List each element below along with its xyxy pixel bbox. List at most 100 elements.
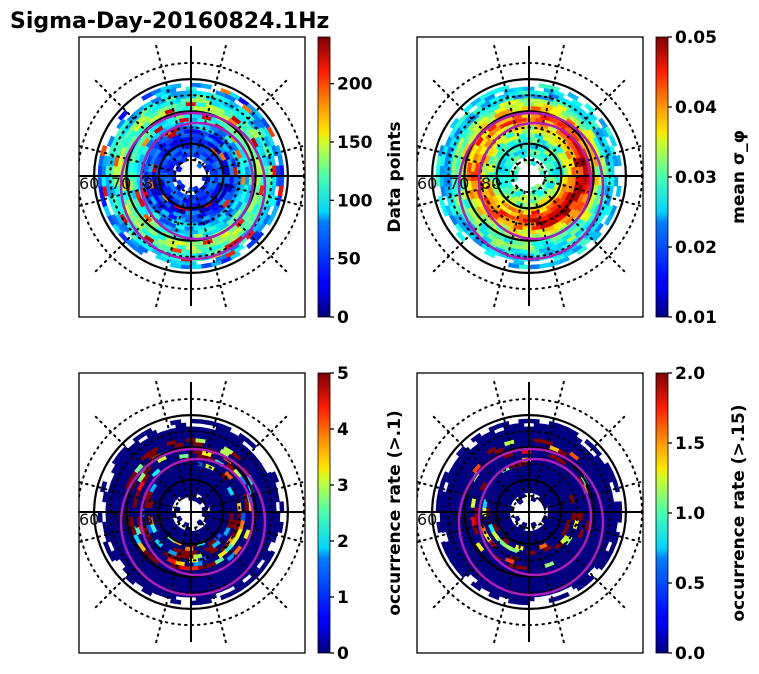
lat-label: 70 [111, 174, 131, 193]
dotted-mlt-spoke [532, 379, 566, 498]
auroral-oval-inner [139, 457, 255, 577]
dotted-mlt-spoke [492, 526, 526, 645]
auroral-oval-outer [457, 447, 605, 597]
dotted-mlt-spoke [532, 190, 566, 309]
auroral-oval-inner [477, 121, 593, 241]
dotted-mlt-spoke [194, 190, 228, 309]
dotted-mlt-spoke [201, 79, 288, 166]
dotted-mlt-spoke [94, 186, 181, 273]
plot-area: 60 70 80 [79, 379, 305, 645]
heatmap-bin [102, 205, 112, 217]
dotted-mlt-spoke [432, 79, 519, 166]
plot-area: 60 70 80 [79, 43, 305, 309]
axes-frame [78, 372, 306, 654]
colorbar-label: Data points [385, 121, 405, 232]
colorbar-tick-label: 0 [337, 644, 349, 664]
dotted-mlt-spoke [201, 415, 288, 502]
dotted-mlt-spoke [539, 522, 626, 609]
colorbar-tick-label: 1 [337, 588, 349, 608]
dotted-mlt-spoke [539, 186, 626, 273]
heatmap-bin [615, 185, 622, 198]
colorbar-tick-label: 2.0 [675, 364, 705, 384]
heatmap-bin [513, 515, 521, 523]
colorbar-tick-label: 200 [337, 75, 373, 95]
heatmap-bin [528, 264, 540, 270]
dotted-mlt-spoke [201, 522, 288, 609]
axes-frame [416, 36, 644, 318]
dotted-mlt-spoke [532, 43, 566, 162]
heatmap-bin [175, 515, 183, 523]
lat-label: 60 [79, 174, 99, 193]
heatmap-bin [437, 480, 446, 493]
colorbar-tick-label: 0.02 [675, 238, 717, 258]
heatmap-bin [470, 581, 483, 592]
heatmap-bin [99, 480, 108, 493]
heatmap-bin [608, 541, 618, 553]
dotted-mlt-spoke [194, 379, 228, 498]
lat-label: 60 [417, 174, 437, 193]
lat-label: 70 [111, 510, 131, 529]
dotted-mlt-spoke [539, 415, 626, 502]
dotted-mlt-spoke [539, 79, 626, 166]
heatmap-bin [437, 195, 446, 208]
dotted-mlt-spoke [205, 480, 305, 509]
lat-label: 60 [79, 510, 99, 529]
heatmap-bin [277, 154, 284, 167]
dotted-mlt-spoke [154, 526, 188, 645]
heatmap-bin [182, 521, 190, 528]
heatmap-bin [530, 160, 538, 167]
axes-frame [78, 36, 306, 318]
colorbar-gradient [317, 372, 331, 654]
dotted-mlt-spoke [543, 144, 643, 173]
colorbar-label: mean σ_φ [729, 130, 749, 224]
lat-label: 70 [449, 174, 469, 193]
heatmap-bin [200, 83, 213, 90]
auroral-oval-outer [119, 111, 267, 261]
heatmap-bin [612, 480, 621, 493]
heatmap-bin [141, 91, 153, 101]
axes-frame [416, 372, 644, 654]
heatmap-bin [440, 541, 450, 553]
panel-3: 60 70 80 0 1 2 3 4 5 occurrence rate (>.1) [78, 364, 405, 664]
lat-label: 60 [417, 510, 437, 529]
heatmap-bin [270, 205, 280, 217]
auroral-oval-outer [457, 111, 605, 261]
colorbar-tick-label: 3 [337, 476, 349, 496]
dotted-mlt-spoke [94, 415, 181, 502]
lat-label: 80 [143, 510, 163, 529]
colorbar-tick-label: 0.03 [675, 168, 717, 188]
auroral-oval-inner [477, 457, 593, 577]
dotted-mlt-spoke [94, 522, 181, 609]
auroral-oval-inner [139, 121, 255, 241]
heatmap-bin [604, 214, 614, 226]
colorbar: 0 1 2 3 4 5 occurrence rate (>.1) [317, 364, 405, 664]
dotted-mlt-spoke [532, 526, 566, 645]
colorbar-tick-label: 0.05 [675, 28, 717, 48]
colorbar-gradient [655, 36, 669, 318]
heatmap-bin [277, 185, 284, 198]
auroral-oval-outer [119, 447, 267, 597]
panel-1: 60 70 80 0 50 100 150 200 Data points [78, 36, 405, 328]
heatmap-bin [200, 262, 213, 269]
dotted-mlt-spoke [432, 415, 519, 502]
colorbar-tick-label: 0.04 [675, 98, 717, 118]
colorbar-tick-label: 1.5 [675, 434, 705, 454]
heatmap-bin [558, 591, 570, 601]
colorbar-gradient [317, 36, 331, 318]
colorbar-tick-label: 0.0 [675, 644, 705, 664]
dotted-mlt-spoke [94, 79, 181, 166]
heatmap-bin [200, 419, 213, 426]
colorbar-tick-label: 0.5 [675, 574, 705, 594]
heatmap-bin [608, 135, 618, 147]
colorbar-tick-label: 2 [337, 532, 349, 552]
dotted-mlt-spoke [492, 43, 526, 162]
heatmap-bin [279, 501, 285, 513]
colorbar-label: occurrence rate (>.1) [385, 410, 405, 615]
colorbar-tick-label: 50 [337, 250, 361, 270]
dotted-mlt-spoke [205, 144, 305, 173]
lat-label: 80 [143, 174, 163, 193]
dotted-mlt-spoke [432, 186, 519, 273]
colorbar: 0.01 0.02 0.03 0.04 0.05 mean σ_φ [655, 28, 749, 328]
colorbar-label: occurrence rate (>.15) [729, 404, 749, 621]
